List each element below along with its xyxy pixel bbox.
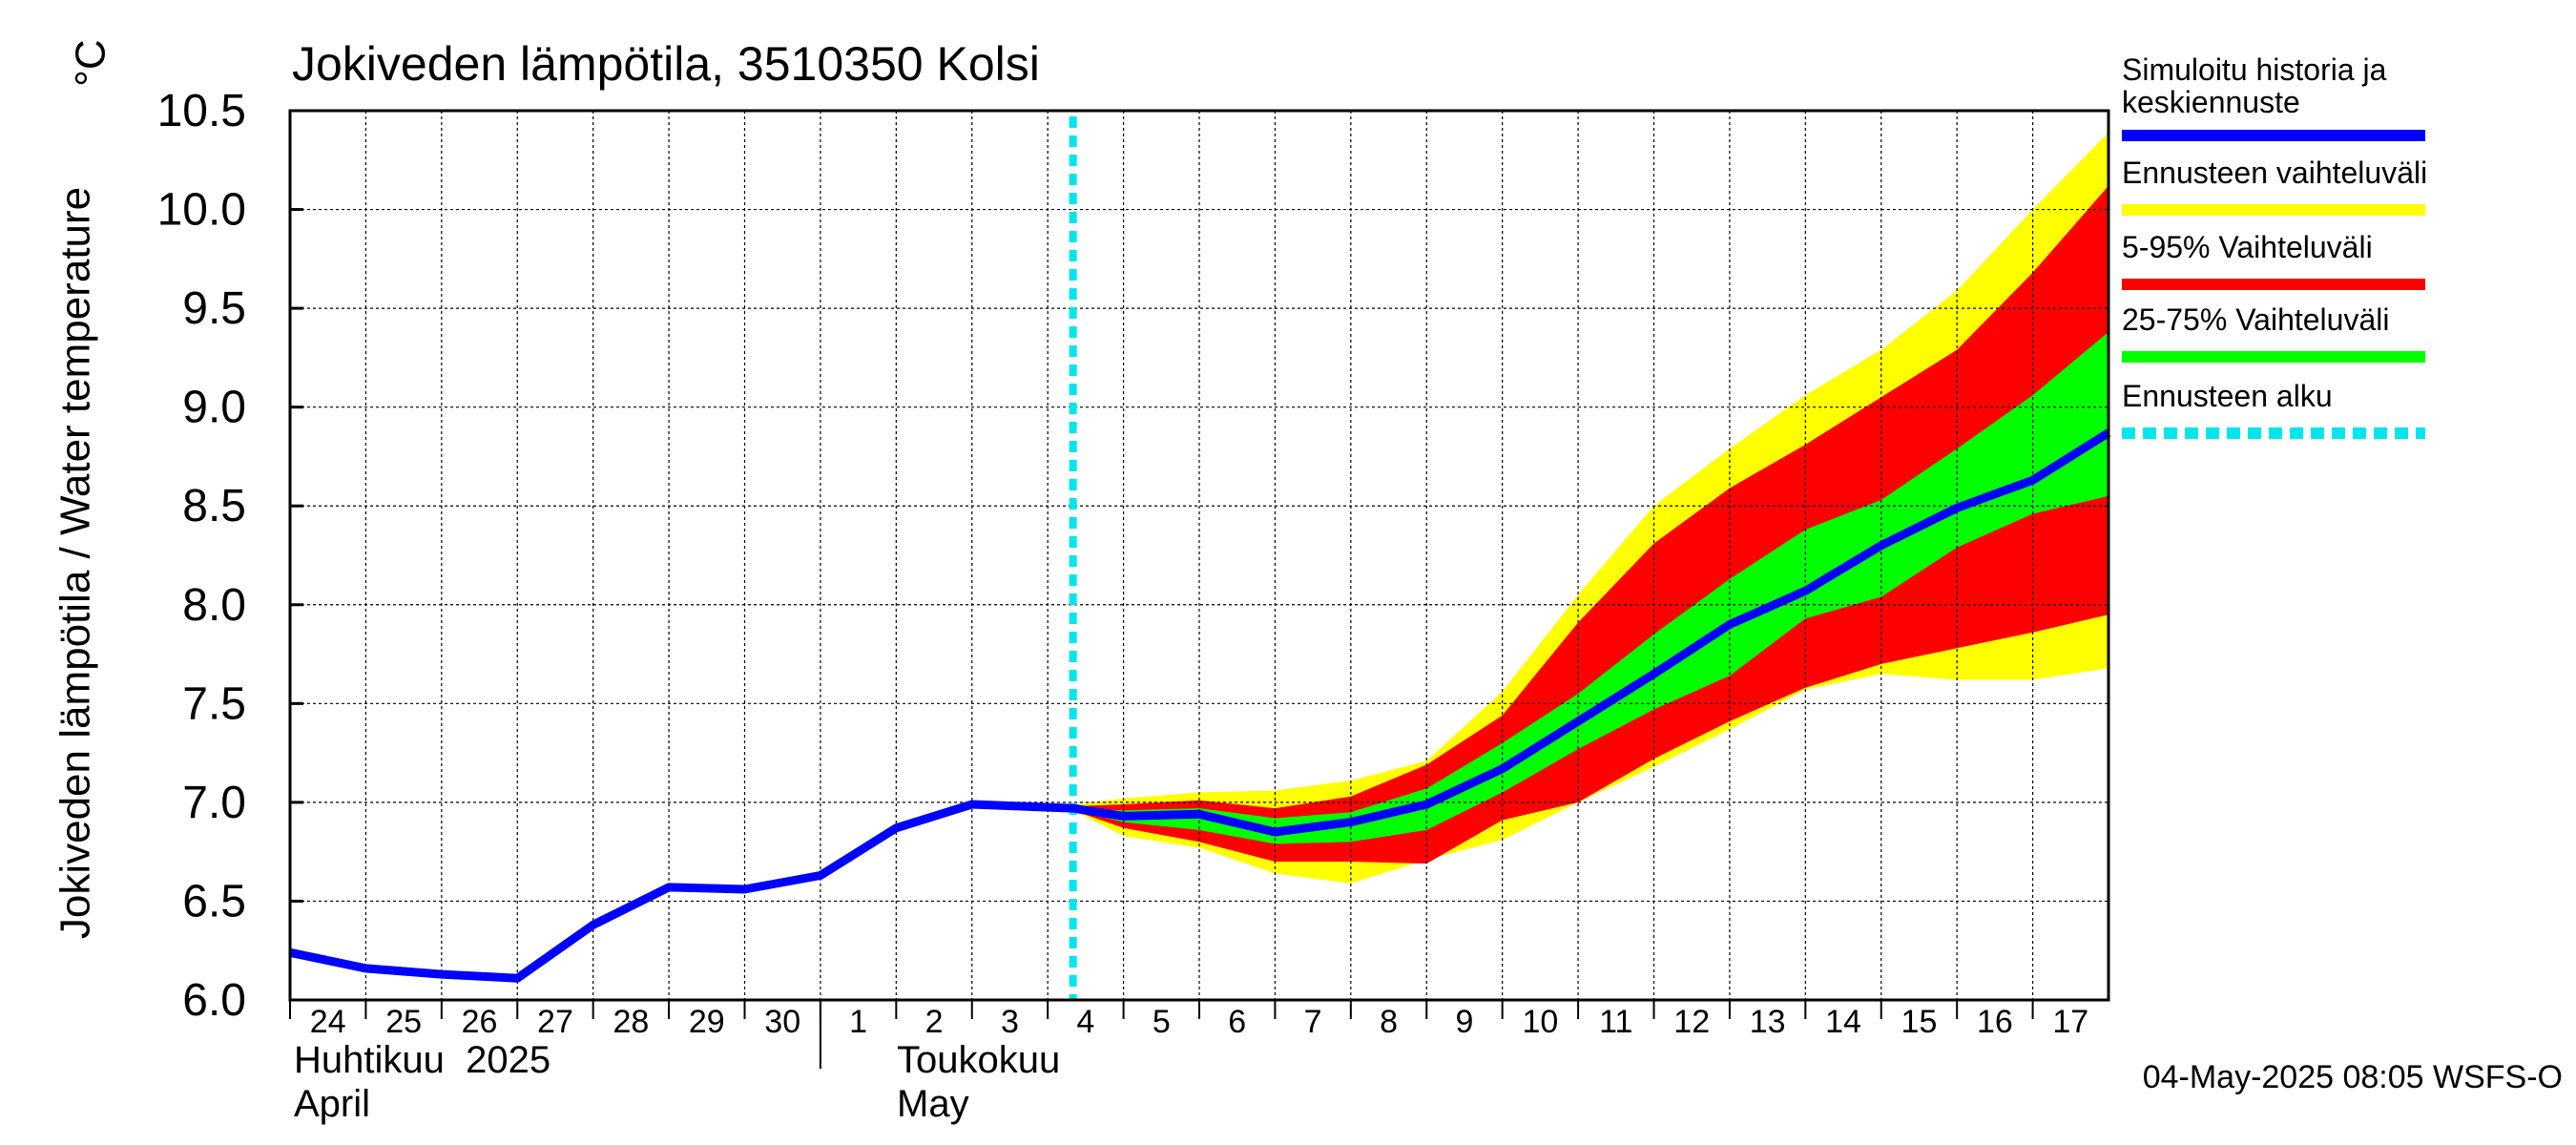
legend-label-3: 25-75% Vaihteluväli xyxy=(2122,302,2389,337)
y-tick-label: 7.0 xyxy=(182,778,246,828)
y-tick-label: 9.0 xyxy=(182,383,246,433)
x-tick-label: 24 xyxy=(310,1004,346,1040)
y-tick-label: 10.0 xyxy=(157,185,246,236)
y-axis: 6.0 6.5 7.0 7.5 8.0 8.5 9.0 9.5 10.0 10.5 xyxy=(157,86,303,1026)
grid xyxy=(290,110,2109,1001)
series-line-0 xyxy=(289,428,2111,983)
y-unit-label: °C xyxy=(68,39,114,86)
x-axis: 24 25 26 27 28 29 30 1 2 3 4 5 6 7 8 9 10 11 12 13 14 15 16 17 xyxy=(289,1000,2088,1069)
y-tick-label: 6.0 xyxy=(182,975,246,1026)
x-tick-label: 1 xyxy=(849,1004,867,1040)
x-tick-label: 30 xyxy=(764,1004,800,1040)
timestamp: 04-May-2025 08:05 WSFS-O xyxy=(2143,1059,2563,1095)
month-label-april-en: April xyxy=(294,1083,370,1125)
band-2 xyxy=(1072,332,2109,844)
x-tick-label: 13 xyxy=(1750,1004,1786,1040)
y-tick-label: 8.5 xyxy=(182,481,246,531)
x-tick-label: 3 xyxy=(1001,1004,1019,1040)
x-tick-label: 26 xyxy=(462,1004,498,1040)
x-tick-label: 6 xyxy=(1228,1004,1246,1040)
x-tick-label: 11 xyxy=(1599,1004,1632,1040)
chart-title: Jokiveden lämpötila, 3510350 Kolsi xyxy=(292,37,1040,91)
x-tick-label: 17 xyxy=(2052,1004,2088,1040)
forecast-bands xyxy=(1072,132,2109,884)
x-tick-label: 16 xyxy=(1977,1004,2013,1040)
x-tick-label: 9 xyxy=(1455,1004,1473,1040)
series-layer xyxy=(289,428,2111,983)
month-label-april-fi: Huhtikuu 2025 xyxy=(294,1039,551,1081)
x-tick-label: 10 xyxy=(1522,1004,1558,1040)
x-tick-label: 8 xyxy=(1380,1004,1398,1040)
y-tick-label: 9.5 xyxy=(182,283,246,334)
y-axis-label: Jokiveden lämpötila / Water temperature xyxy=(52,187,99,939)
month-label-may-fi: Toukokuu xyxy=(897,1039,1060,1081)
x-tick-label: 28 xyxy=(613,1004,649,1040)
x-tick-label: 25 xyxy=(385,1004,422,1040)
legend-label-0-cont: keskiennuste xyxy=(2122,85,2300,119)
x-tick-label: 7 xyxy=(1304,1004,1322,1040)
y-tick-label: 10.5 xyxy=(157,86,246,136)
x-tick-label: 2 xyxy=(925,1004,944,1040)
x-tick-label: 27 xyxy=(537,1004,573,1040)
y-tick-label: 8.0 xyxy=(182,580,246,631)
x-tick-label: 29 xyxy=(689,1004,725,1040)
x-tick-label: 5 xyxy=(1153,1004,1171,1040)
legend-label-4: Ennusteen alku xyxy=(2122,379,2333,413)
y-tick-label: 7.5 xyxy=(182,678,246,729)
y-tick-label: 6.5 xyxy=(182,876,246,926)
x-tick-label: 14 xyxy=(1825,1004,1861,1040)
legend-label-0: Simuloitu historia ja xyxy=(2122,52,2387,87)
x-tick-label: 12 xyxy=(1673,1004,1710,1040)
x-tick-label: 15 xyxy=(1901,1004,1938,1040)
month-label-may-en: May xyxy=(897,1083,969,1125)
legend-label-1: Ennusteen vaihteluväli xyxy=(2122,156,2427,190)
x-tick-label: 4 xyxy=(1076,1004,1094,1040)
legend-label-2: 5-95% Vaihteluväli xyxy=(2122,230,2373,264)
